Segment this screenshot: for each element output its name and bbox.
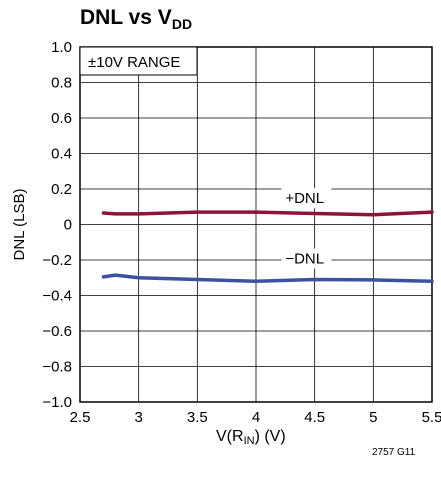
series-label-background xyxy=(281,248,332,269)
y-tick-label: 1.0 xyxy=(51,39,72,56)
series-label: −DNL xyxy=(285,251,324,268)
x-axis-label-post: ) (V) xyxy=(254,428,286,445)
range-annotation-box: ±10V RANGE xyxy=(79,46,198,76)
y-tick-label: 0.2 xyxy=(51,181,72,198)
range-annotation: ±10V RANGE xyxy=(88,54,180,71)
x-tick-label: 3.5 xyxy=(187,409,208,426)
chart-title-main: DNL vs V xyxy=(80,6,172,29)
y-tick-label: −1.0 xyxy=(42,394,72,411)
y-tick-label: 0 xyxy=(64,217,72,234)
x-tick-label: 5 xyxy=(369,409,377,426)
series-label: +DNL xyxy=(285,190,324,207)
chart-title-subscript: DD xyxy=(171,16,193,32)
x-axis-label: V(RIN) (V) xyxy=(216,428,286,447)
x-tick-labels: 2.5 3 3.5 4 4.5 5 5.5 xyxy=(70,409,441,426)
series-label-background xyxy=(281,188,332,209)
x-axis-label-subscript: IN xyxy=(243,435,255,447)
y-tick-label: −0.2 xyxy=(42,252,72,269)
y-tick-label: 0.6 xyxy=(51,110,72,127)
y-tick-label: −0.4 xyxy=(42,288,72,305)
chart-title: DNL vs VDD xyxy=(80,6,193,32)
y-tick-label: −0.8 xyxy=(42,359,72,376)
figure-id: 2757 G11 xyxy=(372,447,416,458)
series-line-plus-dnl xyxy=(101,210,434,217)
series-lines: +DNL −DNL xyxy=(101,188,434,284)
grid-lines xyxy=(80,47,432,402)
x-tick-label: 3 xyxy=(134,409,142,426)
x-tick-label: 5.5 xyxy=(422,409,441,426)
x-tick-label: 4 xyxy=(252,409,260,426)
annotation-background xyxy=(79,46,198,76)
x-tick-label: 4.5 xyxy=(304,409,325,426)
x-axis-label-pre: V(R xyxy=(216,428,244,445)
y-tick-label: 0.8 xyxy=(51,75,72,92)
x-tick-label: 2.5 xyxy=(70,409,91,426)
y-axis-label: DNL (LSB) xyxy=(11,189,28,261)
y-tick-labels: 1.0 0.8 0.6 0.4 0.2 0 −0.2 −0.4 −0.6 −0.8 −1.0 xyxy=(42,39,72,411)
series-line-minus-dnl xyxy=(101,273,434,284)
y-tick-label: −0.6 xyxy=(42,323,72,340)
plot-frame xyxy=(79,46,433,403)
y-tick-label: 0.4 xyxy=(51,146,72,163)
